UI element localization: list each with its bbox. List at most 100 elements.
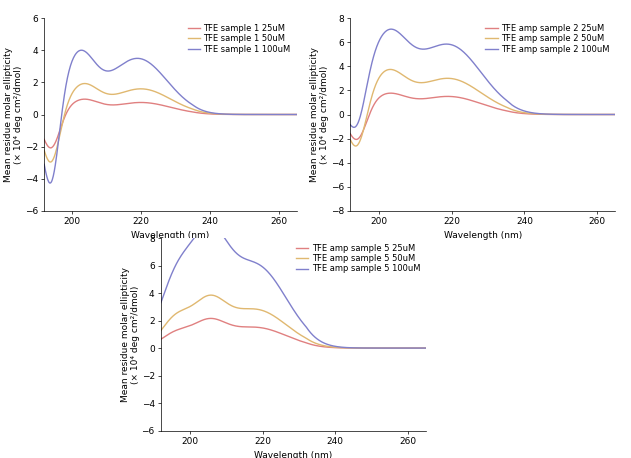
TFE amp sample 2 25uM [505,109,513,114]
TFE amp sample 2 100uM [505,100,513,105]
TFE amp sample 5 100uM [285,300,293,305]
TFE amp sample 2 50uM [351,143,359,149]
TFE sample 1 50uM [40,147,48,153]
TFE sample 1 50uM [163,94,170,100]
TFE amp sample 2 25uM [346,131,354,136]
TFE amp sample 5 50uM [283,323,291,328]
TFE amp sample 5 50uM [416,345,424,351]
TFE amp sample 2 25uM [352,136,360,142]
TFE amp sample 2 25uM [611,112,619,117]
Line: TFE amp sample 2 25uM: TFE amp sample 2 25uM [350,93,615,139]
TFE sample 1 25uM [192,109,199,115]
TFE amp sample 2 25uM [475,100,483,106]
TFE sample 1 25uM [162,103,169,109]
TFE amp sample 2 25uM [473,99,481,105]
TFE amp sample 5 25uM [316,344,323,349]
TFE amp sample 5 100uM [416,345,424,351]
Line: TFE sample 1 100uM: TFE sample 1 100uM [44,50,297,183]
TFE amp sample 2 25uM [387,90,394,96]
TFE sample 1 100uM [40,162,48,167]
TFE amp sample 5 25uM [301,340,309,345]
TFE sample 1 25uM [81,96,88,102]
TFE amp sample 5 100uM [206,222,213,227]
TFE amp sample 2 25uM [565,112,572,117]
TFE sample 1 25uM [288,112,295,117]
TFE amp sample 2 100uM [611,112,619,117]
TFE amp sample 5 100uM [157,300,165,305]
TFE amp sample 5 25uM [422,345,430,351]
TFE sample 1 25uM [178,107,186,113]
TFE sample 1 25uM [47,145,54,151]
TFE amp sample 2 50uM [386,67,394,72]
Legend: TFE amp sample 2 25uM, TFE amp sample 2 50uM, TFE amp sample 2 100uM: TFE amp sample 2 25uM, TFE amp sample 2 … [483,22,611,55]
TFE sample 1 100uM [248,112,256,117]
TFE amp sample 5 100uM [283,297,291,303]
TFE sample 1 50uM [288,112,295,117]
TFE sample 1 100uM [162,76,169,81]
TFE amp sample 5 25uM [375,345,382,351]
Line: TFE sample 1 25uM: TFE sample 1 25uM [44,99,297,148]
TFE amp sample 2 50uM [611,112,619,117]
TFE sample 1 100uM [78,48,85,53]
TFE amp sample 2 25uM [606,112,614,117]
Y-axis label: Mean residue molar ellipticity
(× 10⁴ deg cm²/dmol): Mean residue molar ellipticity (× 10⁴ de… [121,267,140,402]
TFE sample 1 100uM [192,104,199,109]
TFE amp sample 2 100uM [491,87,498,92]
TFE amp sample 5 25uM [207,316,215,321]
Line: TFE sample 1 50uM: TFE sample 1 50uM [44,83,297,162]
TFE amp sample 5 50uM [316,342,323,347]
TFE amp sample 5 100uM [375,345,382,351]
TFE amp sample 5 100uM [301,322,309,328]
TFE sample 1 100uM [163,77,170,83]
TFE sample 1 25uM [163,104,170,109]
TFE amp sample 2 100uM [475,67,483,72]
TFE amp sample 2 50uM [475,88,483,94]
TFE sample 1 50uM [178,102,186,108]
TFE amp sample 2 100uM [473,65,481,70]
TFE sample 1 100uM [288,112,295,117]
X-axis label: Wavelength (nm): Wavelength (nm) [131,231,209,240]
TFE amp sample 5 50uM [157,328,165,333]
TFE sample 1 100uM [47,180,54,186]
TFE amp sample 5 50uM [375,345,382,351]
TFE amp sample 5 50uM [207,292,215,298]
TFE sample 1 100uM [293,112,300,117]
TFE amp sample 2 50uM [346,136,354,142]
TFE amp sample 2 100uM [565,112,572,117]
TFE amp sample 5 25uM [416,345,424,351]
TFE amp sample 2 100uM [350,125,358,130]
Y-axis label: Mean residue molar ellipticity
(× 10⁴ deg cm²/dmol): Mean residue molar ellipticity (× 10⁴ de… [4,47,23,182]
TFE amp sample 5 100uM [422,345,430,351]
TFE sample 1 25uM [248,112,256,117]
TFE amp sample 2 50uM [606,112,614,117]
Line: TFE amp sample 2 50uM: TFE amp sample 2 50uM [350,70,615,146]
TFE sample 1 50uM [192,107,199,113]
TFE amp sample 5 25uM [157,337,165,342]
TFE sample 1 50uM [162,93,169,99]
TFE sample 1 25uM [40,136,48,142]
TFE amp sample 5 100uM [316,338,323,343]
TFE amp sample 2 100uM [387,27,395,32]
TFE amp sample 5 25uM [285,334,293,339]
TFE amp sample 5 50uM [422,345,430,351]
X-axis label: Wavelength (nm): Wavelength (nm) [254,451,333,458]
Line: TFE amp sample 5 100uM: TFE amp sample 5 100uM [161,224,426,348]
TFE amp sample 2 50uM [473,87,481,93]
TFE sample 1 25uM [293,112,300,117]
Legend: TFE sample 1 25uM, TFE sample 1 50uM, TFE sample 1 100uM: TFE sample 1 25uM, TFE sample 1 50uM, TF… [186,22,292,55]
TFE sample 1 50uM [248,112,256,117]
TFE amp sample 5 50uM [285,324,293,330]
TFE amp sample 2 25uM [491,105,498,111]
TFE sample 1 100uM [178,94,186,99]
Y-axis label: Mean residue molar ellipticity
(× 10⁴ deg cm²/dmol): Mean residue molar ellipticity (× 10⁴ de… [310,47,329,182]
TFE sample 1 50uM [47,159,54,165]
Legend: TFE amp sample 5 25uM, TFE amp sample 5 50uM, TFE amp sample 5 100uM: TFE amp sample 5 25uM, TFE amp sample 5 … [294,242,422,275]
TFE sample 1 50uM [81,81,88,86]
TFE sample 1 50uM [293,112,300,117]
TFE amp sample 2 100uM [346,122,354,127]
Line: TFE amp sample 5 25uM: TFE amp sample 5 25uM [161,318,426,348]
TFE amp sample 5 50uM [301,335,309,340]
TFE amp sample 2 100uM [606,112,614,117]
Line: TFE amp sample 2 100uM: TFE amp sample 2 100uM [350,29,615,127]
TFE amp sample 2 50uM [491,98,498,104]
